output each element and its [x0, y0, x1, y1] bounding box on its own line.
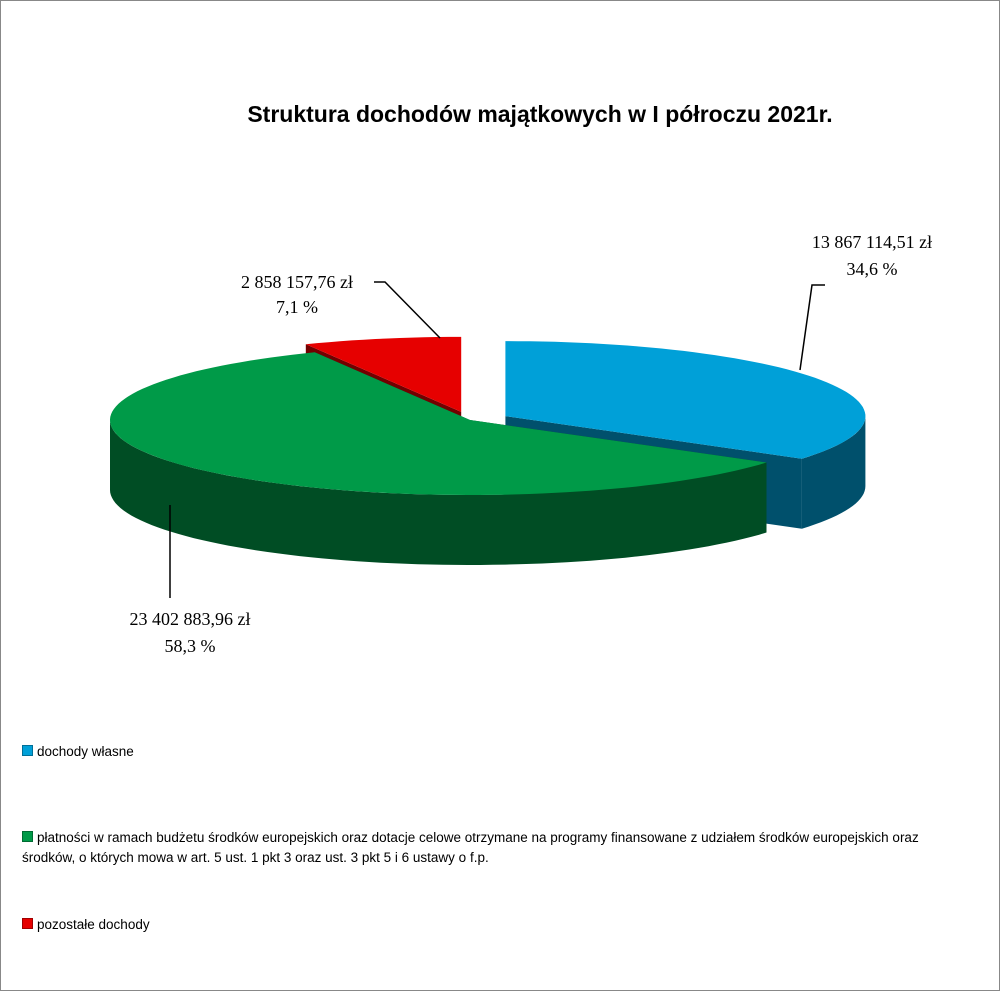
- legend-label: płatności w ramach budżetu środków europ…: [22, 830, 919, 865]
- amount-label: 2 858 157,76 zł: [241, 272, 353, 292]
- value-label: 7,1 %: [276, 297, 318, 317]
- value-label: 58,3 %: [165, 636, 216, 656]
- legend-label: dochody własne: [37, 744, 134, 759]
- slice: [505, 341, 866, 459]
- legend-item: płatności w ramach budżetu środków europ…: [22, 828, 967, 868]
- legend-label: pozostałe dochody: [37, 917, 150, 932]
- legend-item: dochody własne: [22, 742, 967, 762]
- amount-label: 23 402 883,96 zł: [130, 609, 251, 629]
- slice: [305, 336, 462, 412]
- value-label: 34,6 %: [847, 259, 898, 279]
- amount-label: 13 867 114,51 zł: [812, 232, 932, 252]
- leader-line: [799, 284, 825, 371]
- legend-item: pozostałe dochody: [22, 915, 967, 935]
- legend-swatch: [22, 831, 33, 842]
- slice-side: [110, 420, 767, 565]
- slice-side: [801, 416, 866, 529]
- legend-swatch: [22, 918, 33, 929]
- chart-title: Struktura dochodów majątkowych w I półro…: [247, 101, 832, 127]
- slice: [110, 352, 767, 495]
- legend-swatch: [22, 745, 33, 756]
- leader-line: [374, 281, 441, 339]
- pie: [110, 336, 866, 565]
